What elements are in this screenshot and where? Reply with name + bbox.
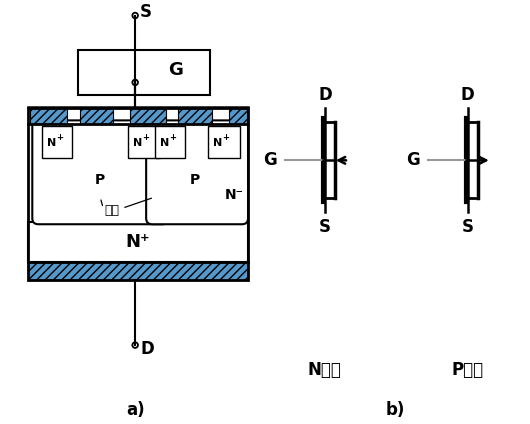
Bar (128, 126, 160, 158)
Text: S: S (462, 218, 474, 236)
Bar (28, 124, 248, 222)
Text: a): a) (126, 401, 145, 419)
Bar (28, 262, 248, 280)
Text: +: + (222, 133, 229, 142)
Bar (178, 109, 212, 124)
Text: N⁻: N⁻ (225, 188, 244, 202)
Bar (78, 50, 210, 95)
Text: N: N (213, 138, 222, 148)
Bar (155, 126, 185, 158)
Text: P溝道: P溝道 (452, 361, 484, 379)
Text: N溝道: N溝道 (308, 361, 342, 379)
Text: P: P (190, 173, 200, 187)
Text: N: N (133, 138, 143, 148)
Text: D: D (461, 86, 475, 104)
Text: G: G (167, 61, 182, 79)
FancyBboxPatch shape (146, 120, 248, 224)
Text: N: N (47, 138, 57, 148)
Bar (30, 109, 67, 124)
Bar (208, 126, 240, 158)
Text: 溝道: 溝道 (105, 204, 120, 217)
Text: S: S (140, 3, 152, 20)
Bar (42, 126, 72, 158)
Bar (80, 109, 113, 124)
Bar (229, 109, 247, 124)
Text: G: G (406, 151, 420, 169)
Text: G: G (263, 151, 277, 169)
Text: D: D (318, 86, 332, 104)
Text: +: + (56, 133, 63, 142)
Text: N⁺: N⁺ (126, 233, 151, 251)
Text: +: + (142, 133, 149, 142)
FancyBboxPatch shape (32, 120, 168, 224)
Bar (28, 222, 248, 262)
Bar (130, 109, 166, 124)
Text: b): b) (385, 401, 404, 419)
Bar (28, 109, 248, 280)
Text: N: N (160, 138, 170, 148)
Text: P: P (95, 173, 105, 187)
Text: +: + (169, 133, 176, 142)
Text: S: S (319, 218, 331, 236)
Text: D: D (140, 340, 154, 358)
